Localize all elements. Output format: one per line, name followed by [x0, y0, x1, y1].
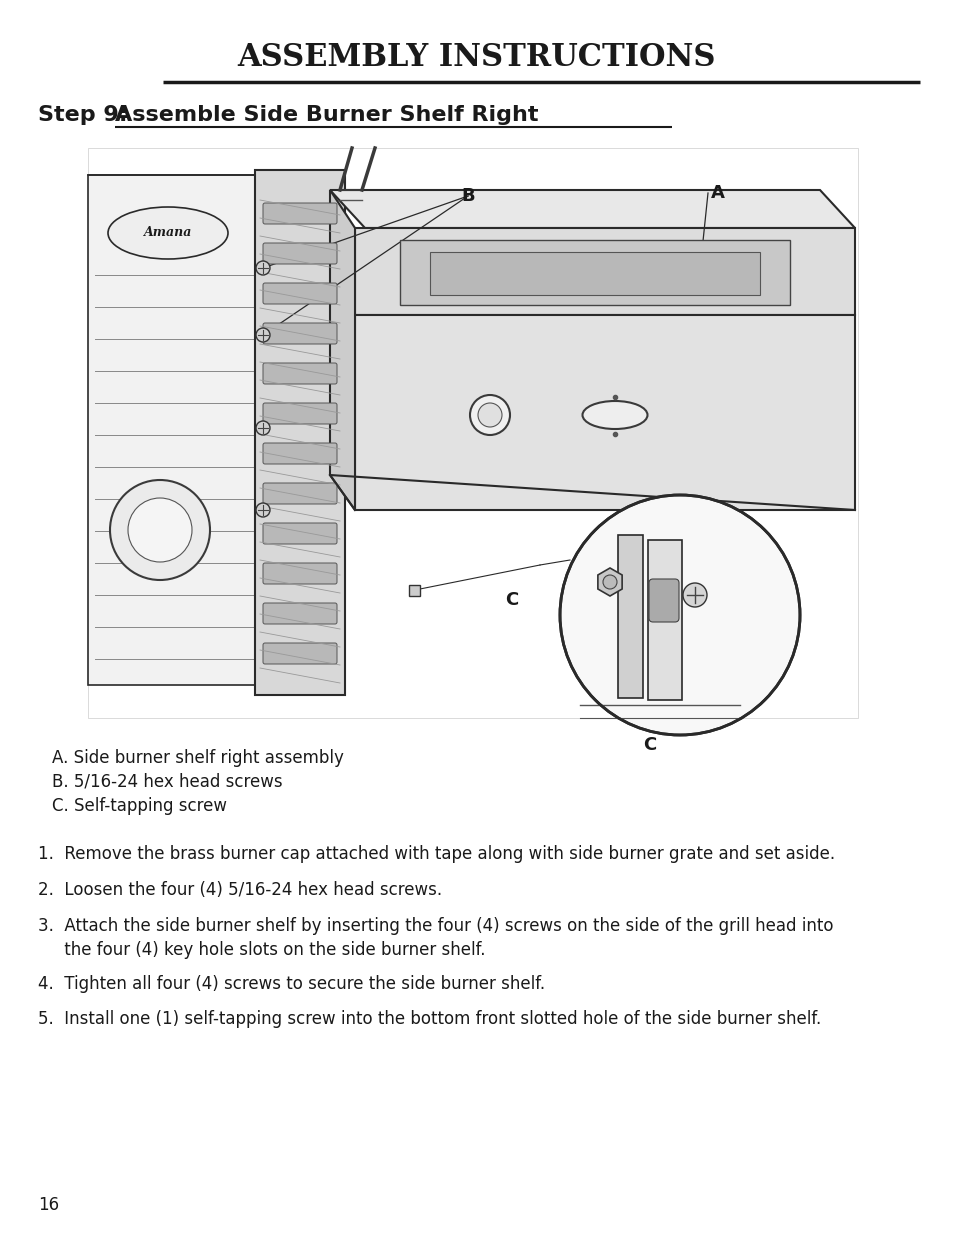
FancyBboxPatch shape — [263, 403, 336, 424]
Polygon shape — [254, 170, 345, 695]
Text: ASSEMBLY INSTRUCTIONS: ASSEMBLY INSTRUCTIONS — [237, 42, 716, 74]
Polygon shape — [430, 252, 760, 295]
Circle shape — [255, 421, 270, 435]
Text: Assemble Side Burner Shelf Right: Assemble Side Burner Shelf Right — [115, 105, 537, 125]
Text: 4.  Tighten all four (4) screws to secure the side burner shelf.: 4. Tighten all four (4) screws to secure… — [38, 974, 544, 993]
FancyBboxPatch shape — [263, 522, 336, 543]
Polygon shape — [355, 315, 854, 510]
Polygon shape — [330, 190, 355, 510]
FancyBboxPatch shape — [88, 148, 857, 718]
Text: B. 5/16-24 hex head screws: B. 5/16-24 hex head screws — [52, 773, 282, 790]
FancyBboxPatch shape — [409, 584, 420, 595]
FancyBboxPatch shape — [263, 363, 336, 384]
Text: 16: 16 — [38, 1195, 59, 1214]
Polygon shape — [618, 535, 642, 698]
Polygon shape — [355, 228, 854, 315]
Polygon shape — [399, 240, 789, 305]
Circle shape — [602, 576, 617, 589]
Circle shape — [559, 495, 800, 735]
Text: C: C — [505, 592, 518, 609]
Circle shape — [477, 403, 501, 427]
Polygon shape — [647, 540, 681, 700]
Circle shape — [255, 261, 270, 275]
Polygon shape — [88, 175, 260, 685]
Circle shape — [128, 498, 192, 562]
Text: B: B — [460, 186, 475, 205]
FancyBboxPatch shape — [263, 563, 336, 584]
Ellipse shape — [108, 207, 228, 259]
Text: C: C — [642, 736, 656, 755]
FancyBboxPatch shape — [263, 483, 336, 504]
FancyBboxPatch shape — [263, 443, 336, 464]
Text: C. Self-tapping screw: C. Self-tapping screw — [52, 797, 227, 815]
FancyBboxPatch shape — [263, 643, 336, 664]
Ellipse shape — [582, 401, 647, 429]
FancyBboxPatch shape — [648, 579, 679, 622]
FancyBboxPatch shape — [263, 203, 336, 224]
Text: Amana: Amana — [144, 226, 192, 240]
Text: 2.  Loosen the four (4) 5/16-24 hex head screws.: 2. Loosen the four (4) 5/16-24 hex head … — [38, 881, 441, 899]
Circle shape — [255, 329, 270, 342]
FancyBboxPatch shape — [263, 603, 336, 624]
Text: 5.  Install one (1) self-tapping screw into the bottom front slotted hole of the: 5. Install one (1) self-tapping screw in… — [38, 1010, 821, 1028]
Polygon shape — [330, 190, 854, 228]
Text: A. Side burner shelf right assembly: A. Side burner shelf right assembly — [52, 748, 343, 767]
Text: 3.  Attach the side burner shelf by inserting the four (4) screws on the side of: 3. Attach the side burner shelf by inser… — [38, 918, 833, 960]
Circle shape — [470, 395, 510, 435]
Circle shape — [682, 583, 706, 606]
Text: 1.  Remove the brass burner cap attached with tape along with side burner grate : 1. Remove the brass burner cap attached … — [38, 845, 834, 863]
Circle shape — [110, 480, 210, 580]
FancyBboxPatch shape — [263, 324, 336, 345]
Text: A: A — [710, 184, 724, 203]
Text: Step 9:: Step 9: — [38, 105, 135, 125]
FancyBboxPatch shape — [263, 243, 336, 264]
Circle shape — [255, 503, 270, 517]
FancyBboxPatch shape — [263, 283, 336, 304]
